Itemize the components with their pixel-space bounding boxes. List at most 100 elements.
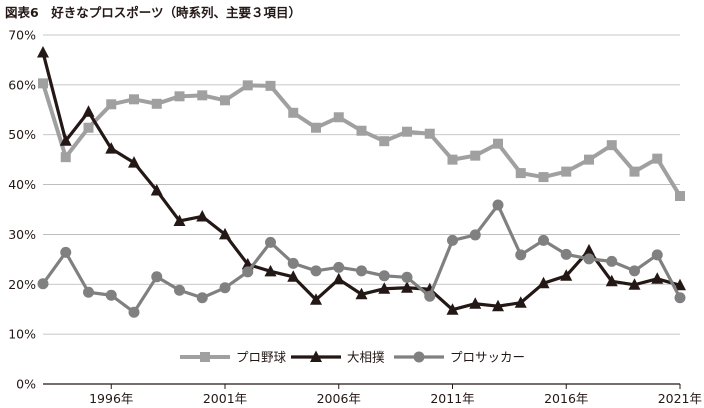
data-point-s2-2003 [264, 264, 277, 277]
x-tick-label-2016: 2016年 [544, 391, 588, 406]
data-point-s2-2004 [287, 270, 300, 282]
data-point-s2-2008 [378, 282, 391, 294]
data-point-s1-2009 [402, 126, 412, 137]
legend-item-2: 大相撲 [291, 350, 385, 365]
data-point-s1-2012 [470, 150, 481, 161]
legend-marker-1 [200, 352, 210, 362]
data-point-s1-1995 [83, 122, 94, 133]
data-point-s3-2014 [515, 249, 527, 261]
data-point-s1-2006 [333, 112, 344, 123]
y-tick-label-70: 70% [8, 28, 36, 43]
axes [43, 383, 681, 389]
data-point-s1-1994 [60, 152, 71, 163]
data-point-s3-1999 [174, 284, 185, 296]
data-point-s3-2020 [651, 249, 663, 261]
series-2 [37, 45, 686, 315]
x-tick-label-2011: 2011年 [430, 391, 474, 406]
data-point-s3-2006 [333, 261, 345, 273]
data-point-s1-2000 [197, 90, 208, 101]
legend-item-3: プロサッカー [394, 350, 525, 365]
data-point-s3-2012 [469, 229, 481, 241]
data-point-s2-2017 [583, 243, 595, 256]
data-point-s3-2015 [538, 234, 549, 246]
data-series [37, 45, 686, 318]
y-tick-label-30: 30% [8, 227, 36, 242]
legend-item-1: プロ野球 [180, 350, 287, 365]
y-tick-label-10: 10% [8, 327, 36, 342]
x-tick-label-2006: 2006年 [317, 391, 361, 406]
data-point-s2-2005 [310, 293, 322, 305]
data-point-s1-2010 [424, 128, 435, 139]
data-point-s1-2015 [538, 172, 549, 183]
legend-marker-2 [310, 350, 322, 362]
series-3 [37, 199, 686, 318]
legend-label-1: プロ野球 [236, 350, 287, 365]
data-point-s1-2008 [379, 136, 390, 147]
data-point-s1-2011 [447, 154, 458, 165]
data-point-s1-2021 [675, 191, 685, 202]
data-point-s2-1999 [173, 214, 186, 226]
data-point-s1-2007 [356, 125, 367, 136]
data-point-s1-1997 [129, 94, 139, 105]
data-point-s2-2020 [651, 272, 664, 284]
data-point-s1-1993 [38, 78, 48, 89]
data-point-s2-2012 [469, 297, 482, 309]
y-tick-label-40: 40% [8, 177, 36, 192]
data-point-s3-1993 [37, 278, 49, 290]
data-point-s2-2014 [514, 296, 527, 308]
y-tick-label-50: 50% [8, 127, 36, 142]
data-point-s1-2005 [311, 122, 321, 133]
data-point-s2-2001 [219, 227, 231, 240]
x-tick-label-2001: 2001年 [203, 391, 247, 406]
data-point-s1-1999 [174, 91, 185, 102]
data-point-s3-2016 [560, 248, 572, 260]
data-point-s2-2007 [355, 287, 368, 300]
data-point-s1-2020 [652, 153, 663, 164]
data-point-s1-2016 [561, 166, 572, 177]
legend-label-3: プロサッカー [450, 350, 525, 365]
data-point-s2-2019 [628, 278, 641, 290]
data-point-s1-2004 [288, 107, 299, 118]
data-point-s2-1996 [105, 142, 118, 154]
data-point-s2-2015 [537, 276, 550, 289]
data-point-s3-2010 [424, 290, 436, 302]
data-point-s1-2018 [606, 140, 617, 151]
data-point-s3-2002 [242, 266, 254, 278]
data-point-s1-1998 [151, 98, 162, 109]
data-point-s3-2008 [378, 270, 390, 282]
data-point-s3-2011 [447, 234, 458, 246]
x-axis-tick-labels: 1996年 2001年 2006年 2011年 2016年 2021年 [89, 391, 702, 406]
data-point-s2-1997 [128, 156, 140, 168]
data-point-s1-1996 [106, 99, 117, 110]
x-tick-label-2021: 2021年 [658, 391, 702, 406]
y-tick-label-60: 60% [8, 77, 36, 92]
legend: プロ野球 大相撲 プロサッカー [180, 350, 525, 365]
data-point-s2-1993 [37, 45, 49, 58]
data-point-s1-2017 [584, 154, 594, 165]
x-tick-label-1996: 1996年 [89, 391, 133, 406]
data-point-s3-2013 [492, 199, 504, 211]
data-point-s3-2004 [287, 257, 299, 269]
data-point-s2-1994 [59, 134, 72, 146]
data-point-s3-2007 [356, 265, 367, 277]
data-point-s3-2018 [606, 255, 618, 267]
data-point-s2-2016 [560, 269, 573, 281]
data-point-s3-1997 [128, 306, 140, 318]
data-point-s1-2003 [265, 80, 276, 91]
chart-title: 図表6 好きなプロスポーツ（時系列、主要３項目） [5, 5, 301, 20]
data-point-s2-2018 [605, 274, 618, 287]
data-point-s1-2014 [515, 168, 526, 179]
data-point-s3-2000 [196, 292, 208, 304]
data-point-s1-2002 [242, 80, 253, 91]
data-point-s2-2021 [674, 278, 686, 291]
y-tick-label-0: 0% [16, 377, 36, 392]
y-tick-label-20: 20% [8, 277, 36, 292]
data-point-s3-1994 [60, 246, 72, 258]
data-point-s2-1995 [82, 105, 95, 117]
data-point-s1-2013 [493, 138, 503, 149]
data-point-s3-1996 [105, 289, 117, 301]
series-1 [38, 78, 685, 202]
data-point-s3-2009 [401, 271, 413, 283]
data-point-s1-2019 [629, 166, 640, 177]
